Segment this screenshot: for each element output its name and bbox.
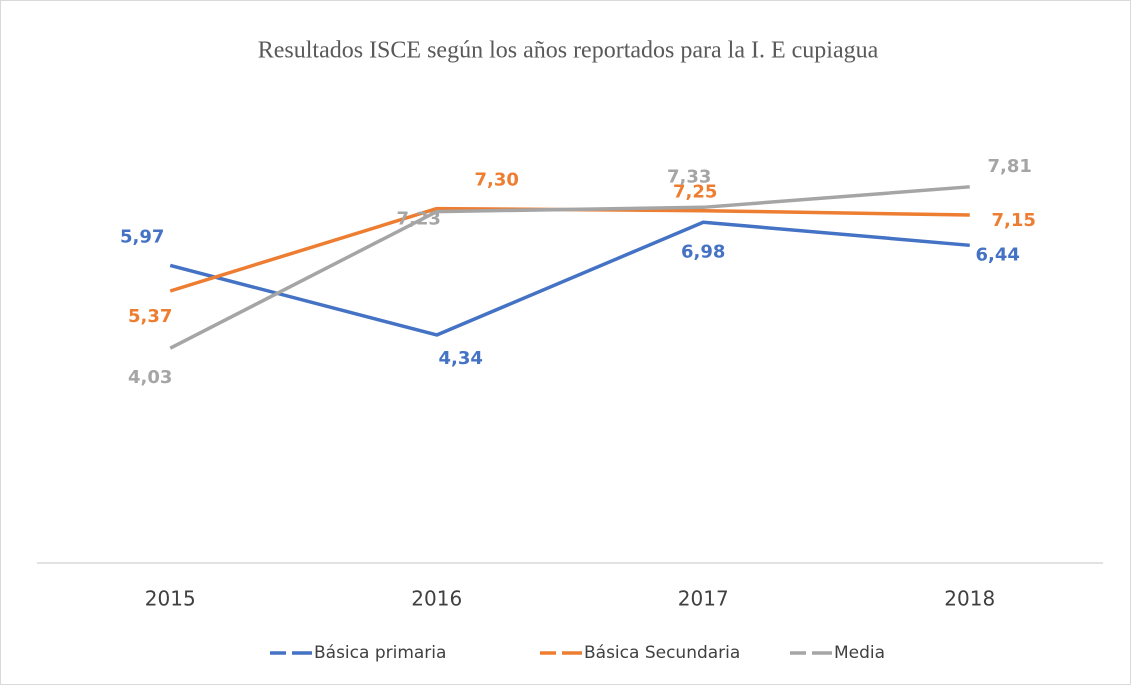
legend-label: Básica Secundaria [584,643,740,663]
data-label: 7,81 [988,156,1032,177]
data-label: 4,03 [128,367,172,388]
data-label: 6,98 [681,241,725,262]
series-line [169,220,970,337]
x-tick-label: 2015 [145,587,196,611]
x-tick-label: 2018 [944,587,995,611]
series-line [169,185,970,350]
legend-label: Media [834,643,885,663]
x-tick-label: 2017 [678,587,729,611]
chart-title: Resultados ISCE según los años reportado… [258,38,879,64]
data-label: 6,44 [976,244,1020,265]
data-label: 7,33 [667,166,711,187]
data-label: 5,37 [128,306,172,327]
data-label: 5,97 [120,226,164,247]
data-label: 7,30 [475,170,519,191]
data-label: 7,15 [992,210,1036,231]
legend-label: Básica primaria [314,643,446,663]
data-label: 7,23 [397,209,441,230]
data-label: 4,34 [439,348,483,369]
data-label: 7,25 [673,182,717,203]
x-tick-label: 2016 [411,587,462,611]
